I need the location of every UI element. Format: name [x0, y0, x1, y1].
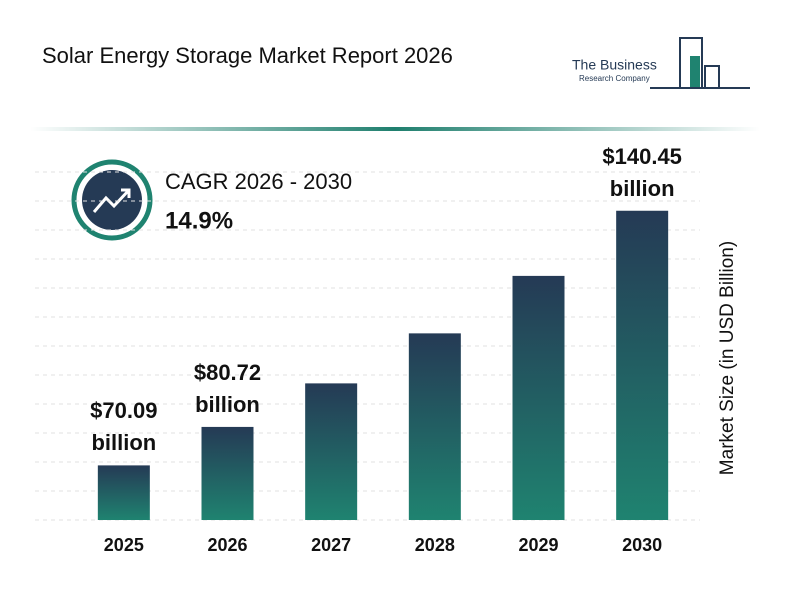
x-tick-label: 2026: [207, 535, 247, 555]
bar: [201, 426, 254, 520]
divider: [30, 127, 760, 131]
bar: [305, 383, 358, 520]
x-tick-label: 2027: [311, 535, 351, 555]
cagr-label: CAGR 2026 - 2030: [165, 169, 352, 194]
value-label: $70.09 billion: [90, 398, 158, 456]
logo-text: The Business: [572, 57, 657, 73]
bar: [616, 210, 669, 520]
logo-subtext: Research Company: [579, 74, 650, 83]
x-tick-label: 2029: [518, 535, 558, 555]
x-tick-label: 2028: [415, 535, 455, 555]
cagr-badge: [71, 159, 153, 241]
y-axis-label: Market Size (in USD Billion): [717, 241, 738, 475]
logo: The Business Research Company: [572, 37, 750, 89]
value-label: $140.45 billion: [602, 143, 682, 201]
bar: [97, 465, 150, 520]
value-label: $80.72 billion: [193, 359, 262, 417]
x-tick-label: 2030: [622, 535, 662, 555]
chart-title: Solar Energy Storage Market Report 2026: [42, 43, 453, 68]
x-tick-label: 2025: [104, 535, 144, 555]
bar: [512, 275, 565, 520]
bar: [408, 333, 461, 520]
